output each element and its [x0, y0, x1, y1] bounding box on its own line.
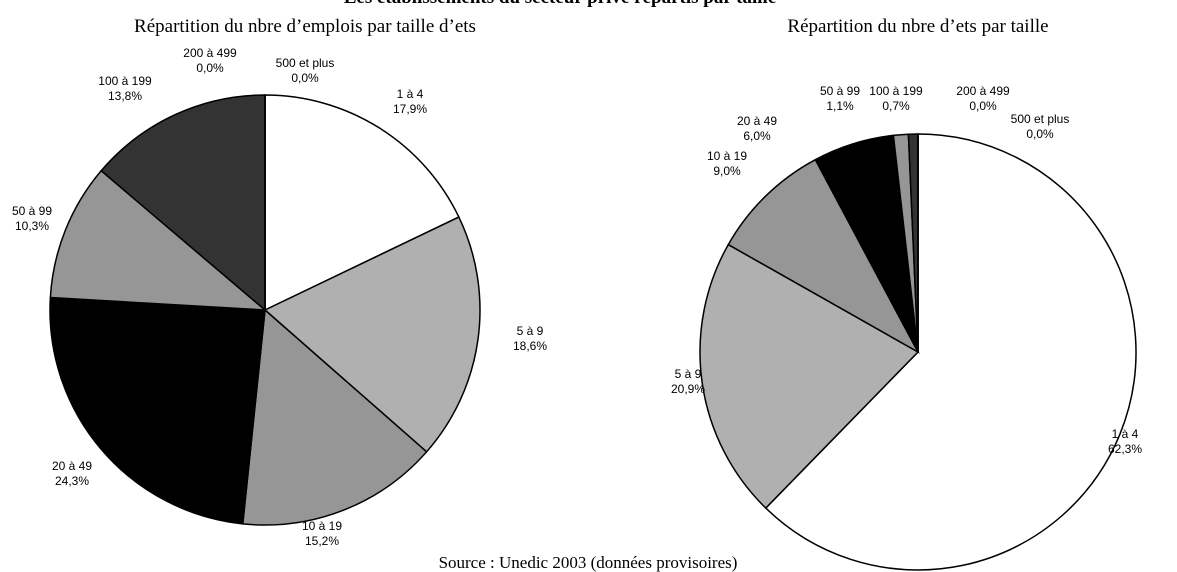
slice-value: 15,2%	[305, 534, 339, 548]
slice-label: 50 à 99	[12, 204, 52, 218]
slice-value: 13,8%	[108, 89, 142, 103]
slice-label: 20 à 49	[52, 459, 92, 473]
slice-label: 1 à 4	[397, 87, 424, 101]
slice-label: 200 à 499	[956, 84, 1010, 98]
slice-value: 0,0%	[291, 71, 319, 85]
slice-label: 500 et plus	[276, 56, 335, 70]
pie-slice	[699, 243, 920, 510]
pie-slice	[727, 158, 920, 354]
chart-title: Répartition du nbre d’ets par taille	[787, 16, 1048, 37]
slice-value: 0,0%	[1026, 127, 1054, 141]
slice-label: 10 à 19	[707, 149, 747, 163]
slice-label: 200 à 499	[183, 46, 237, 60]
slice-label: 100 à 199	[98, 74, 152, 88]
slice-value: 0,7%	[882, 99, 910, 113]
slice-value: 24,3%	[55, 474, 89, 488]
pie-slice	[764, 133, 1137, 571]
chart-title: Répartition du nbre d’emplois par taille…	[134, 16, 476, 37]
slice-value: 20,9%	[671, 382, 705, 396]
slice-value: 10,3%	[15, 219, 49, 233]
slice-label: 500 et plus	[1011, 112, 1070, 126]
slice-label: 100 à 199	[869, 84, 923, 98]
slice-label: 5 à 9	[675, 367, 702, 381]
pie-slice	[264, 94, 460, 312]
slice-label: 5 à 9	[517, 324, 544, 338]
pie-slice	[49, 169, 268, 311]
slice-label: 1 à 4	[1112, 427, 1139, 441]
pie-slice	[100, 94, 266, 312]
pie-slice	[263, 216, 481, 453]
slice-label: 50 à 99	[820, 84, 860, 98]
slice-value: 62,3%	[1108, 442, 1142, 456]
slice-value: 18,6%	[513, 339, 547, 353]
slice-value: 17,9%	[393, 102, 427, 116]
slice-label: 10 à 19	[302, 519, 342, 533]
page-title: Les établissements du secteur privé répa…	[344, 0, 777, 8]
pie-slice	[241, 308, 428, 526]
slice-value: 6,0%	[743, 129, 771, 143]
slice-value: 1,1%	[826, 99, 854, 113]
slice-value: 9,0%	[713, 164, 741, 178]
slice-value: 0,0%	[196, 61, 224, 75]
pie-slice	[49, 296, 266, 525]
slice-label: 20 à 49	[737, 114, 777, 128]
source: Source : Unedic 2003 (données provisoire…	[439, 553, 738, 572]
slice-value: 0,0%	[969, 99, 997, 113]
